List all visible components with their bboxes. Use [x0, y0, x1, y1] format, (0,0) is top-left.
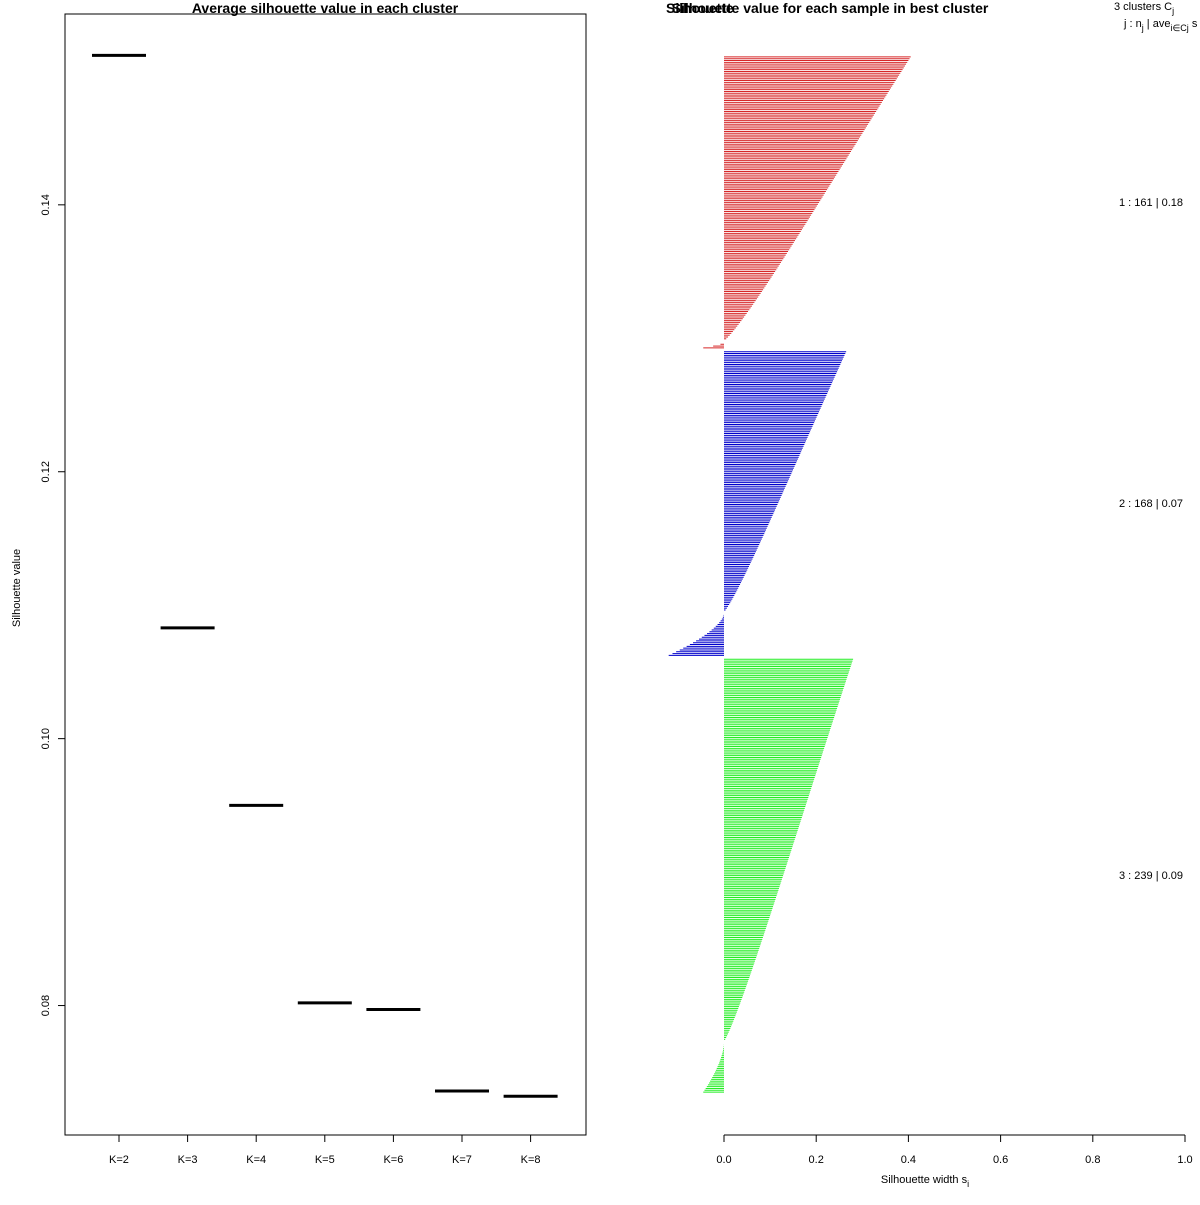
header-sub-1: j	[1141, 23, 1144, 33]
cluster-count-text: 3 clusters C	[1114, 1, 1172, 13]
cluster-count-header: 3 clusters Cj	[1114, 1, 1174, 16]
right-x-tick-label: 0.2	[809, 1154, 824, 1166]
average-silhouette-panel: Average silhouette value in each cluster…	[11, 0, 587, 1166]
right-x-tick-label: 0.0	[716, 1154, 731, 1166]
left-series	[92, 53, 558, 1098]
header-part-a: j : n	[1123, 18, 1142, 30]
left-x-tick-label: K=2	[109, 1154, 129, 1166]
left-x-tick-label: K=8	[521, 1154, 541, 1166]
cluster-3-label: 3 : 239 | 0.09	[1119, 870, 1183, 882]
left-x-tick-label: K=5	[315, 1154, 335, 1166]
left-x-tick-label: K=4	[246, 1154, 266, 1166]
left-x-tick-label: K=7	[452, 1154, 472, 1166]
right-x-tick-label: 0.6	[993, 1154, 1008, 1166]
left-chart-title: Average silhouette value in each cluster	[192, 0, 459, 16]
left-plot-frame	[64, 13, 587, 1136]
cluster-1-label: 1 : 161 | 0.18	[1119, 197, 1183, 209]
right-x-tick-label: 0.4	[901, 1154, 916, 1166]
right-x-tick-label: 1.0	[1177, 1154, 1192, 1166]
cluster-2-label: 2 : 168 | 0.07	[1119, 498, 1183, 510]
left-y-tick-label: 0.10	[40, 728, 52, 749]
left-x-tick-label: K=3	[178, 1154, 198, 1166]
sample-silhouette-panel: Silhouette Silhouette value for each sam…	[666, 0, 1198, 1189]
right-x-axis-label-sub: i	[967, 1179, 969, 1189]
left-y-axis: 0.08 0.10 0.12 0.14	[40, 194, 65, 1016]
left-y-tick-label: 0.12	[40, 461, 52, 482]
overlap-label: Silhouette	[666, 0, 734, 16]
right-x-axis: 0.0 0.2 0.4 0.6 0.8 1.0	[716, 1134, 1193, 1166]
right-chart-title: Silhouette value for each sample in best…	[672, 0, 989, 16]
header-sub-2: i∈Cj	[1170, 23, 1188, 33]
right-x-axis-label-text: Silhouette width s	[881, 1174, 968, 1186]
left-y-tick-label: 0.14	[40, 194, 52, 215]
left-y-tick-label: 0.08	[40, 995, 52, 1016]
silhouette-bars	[668, 56, 911, 1093]
left-x-axis: K=2 K=3 K=4 K=5 K=6 K=7 K=8	[109, 1135, 541, 1166]
header-part-c: s	[1189, 18, 1198, 30]
left-y-axis-label: Silhouette value	[11, 549, 23, 627]
right-x-tick-label: 0.8	[1085, 1154, 1100, 1166]
left-x-tick-label: K=6	[383, 1154, 403, 1166]
right-x-axis-label: Silhouette width si	[881, 1174, 969, 1189]
cluster-columns-header: j : nj | avei∈Cj s	[1123, 18, 1198, 33]
cluster-count-sub: j	[1171, 6, 1174, 16]
header-part-b: | ave	[1144, 18, 1171, 30]
